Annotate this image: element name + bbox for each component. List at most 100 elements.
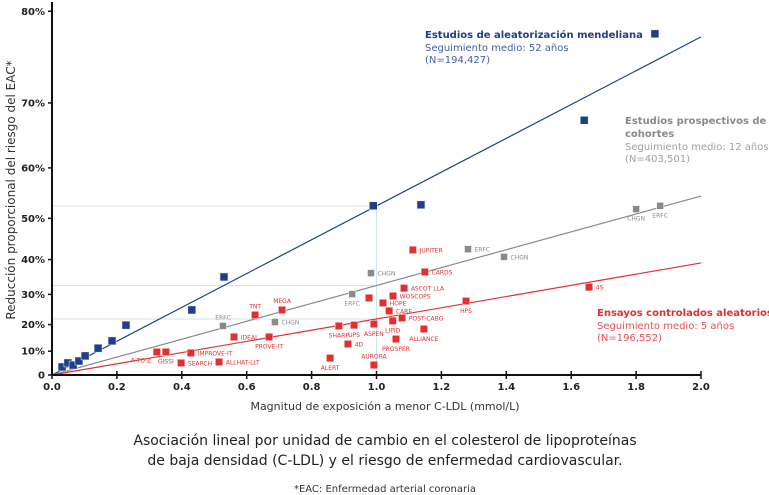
legend-rct: Ensayos controlados aleatorios Seguimien… [597, 308, 769, 344]
data-point [265, 332, 274, 341]
data-point [219, 272, 229, 282]
data-point-label: ERFC [475, 247, 491, 254]
data-point [389, 292, 398, 300]
data-point [408, 245, 417, 254]
legend-cohort: Estudios prospectivos de cohortes Seguim… [625, 116, 769, 165]
data-point-label: CHGN [377, 271, 395, 278]
data-point-label: IDEAL [241, 334, 259, 341]
data-point [464, 245, 472, 253]
x-tick-label: 1.0 [368, 382, 386, 393]
data-point [500, 253, 508, 261]
data-point-label: 4D [355, 342, 364, 349]
data-point-label: ALERT [321, 365, 340, 372]
data-point [80, 351, 90, 361]
data-point [378, 298, 387, 307]
x-tick-label: 1.6 [562, 382, 580, 393]
y-tick-label: 0 [38, 371, 45, 382]
data-point-label: CARDS [432, 270, 453, 277]
data-point [398, 313, 407, 322]
data-point [219, 322, 227, 330]
legend-rct-title: Ensayos controlados aleatorios [597, 308, 769, 319]
data-point-label: ERFC [652, 212, 668, 219]
caption-line-1: Asociación lineal por unidad de cambio e… [133, 433, 636, 449]
data-point [391, 335, 400, 344]
data-point [230, 332, 239, 341]
data-point [632, 205, 640, 213]
x-tick-label: 0.4 [173, 382, 191, 393]
data-point-label: UPS [348, 332, 360, 339]
legend-rct-followup: Seguimiento medio: 5 años [597, 321, 734, 332]
legend-cohort-title-1: Estudios prospectivos de [625, 116, 767, 127]
x-axis-label: Magnitud de exposición a menor C-LDL (mm… [250, 400, 519, 413]
data-point-label: WOSCOPS [400, 294, 431, 301]
x-tick-label: 1.2 [433, 382, 451, 393]
x-tick-label: 1.4 [497, 382, 515, 393]
data-point [343, 340, 352, 349]
data-point-label: TNT [248, 303, 261, 310]
y-tick-label: 20% [21, 320, 45, 331]
data-point [365, 293, 374, 302]
data-point [369, 361, 378, 370]
data-point-label: MEGA [273, 298, 292, 305]
data-point-label: CHGN [627, 216, 645, 223]
y-tick-label: 30% [21, 290, 45, 301]
legend-cohort-title-2: cohortes [625, 129, 674, 140]
data-point [369, 201, 378, 211]
data-point-label: HPS [460, 308, 472, 315]
y-axis-label: Reducción proporcional del riesgo del EA… [4, 60, 18, 319]
data-point [271, 318, 279, 326]
footnote: *EAC: Enfermedad arterial coronaria [294, 484, 476, 495]
y-tick-label: 10% [21, 347, 45, 358]
data-point [121, 320, 131, 330]
y-tick-label: 80% [21, 7, 45, 18]
fit-line-1 [51, 195, 702, 376]
data-point-label: A TO Z [131, 358, 151, 365]
data-point [388, 316, 397, 325]
data-point-label: SHARP [329, 333, 350, 340]
x-tick-label: 0.8 [303, 382, 321, 393]
data-point [93, 343, 103, 353]
data-point [187, 305, 197, 315]
x-tick-label: 1.8 [627, 382, 645, 393]
y-tick-label: 50% [21, 214, 45, 225]
legend-mendelian-n: (N=194,427) [425, 55, 490, 66]
data-point-label: ASCOT LLA [411, 286, 445, 293]
legend-cohort-followup: Seguimiento medio: 12 años [625, 142, 769, 153]
data-point [385, 306, 394, 315]
data-point [215, 357, 224, 366]
x-tick-label: 2.0 [692, 382, 710, 393]
data-point [400, 284, 409, 293]
y-tick-label: 60% [21, 163, 45, 174]
data-point [152, 347, 161, 356]
data-point [334, 321, 343, 330]
data-point [251, 311, 260, 320]
data-point-label: PROVE-IT [255, 344, 283, 351]
data-point-label: SEARCH [188, 360, 212, 367]
data-point [579, 116, 589, 125]
data-point [650, 29, 660, 39]
y-tick-label: 70% [21, 98, 45, 109]
data-point [278, 305, 287, 314]
legend-mendelian-followup: Seguimiento medio: 52 años [425, 43, 569, 54]
data-point-label: 4S [596, 285, 604, 292]
data-point [177, 358, 186, 367]
data-point [107, 336, 117, 346]
data-point-label: POST-CABG [409, 315, 444, 322]
data-point [186, 348, 195, 357]
axes: 0.0 0.2 0.4 0.6 0.8 1.0 1.2 1.4 1.6 1.8 2.0 0 10% 20%… [21, 2, 710, 393]
data-point-label: CHGN [511, 254, 529, 261]
data-point-label: IMPROVE-IT [198, 350, 233, 357]
data-point [585, 283, 594, 292]
reference-lines [52, 205, 377, 375]
data-point [74, 356, 84, 366]
data-point-label: ERFC [344, 301, 360, 308]
data-point-label: ALLIANCE [409, 336, 438, 343]
fit-line-2 [51, 262, 702, 376]
x-tick-label: 0.0 [43, 382, 61, 393]
data-point [420, 268, 429, 277]
data-point [161, 347, 170, 356]
data-point-label: ALLHAT-LLT [226, 359, 260, 366]
data-point [326, 354, 335, 363]
legend-cohort-n: (N=403,501) [625, 154, 690, 165]
